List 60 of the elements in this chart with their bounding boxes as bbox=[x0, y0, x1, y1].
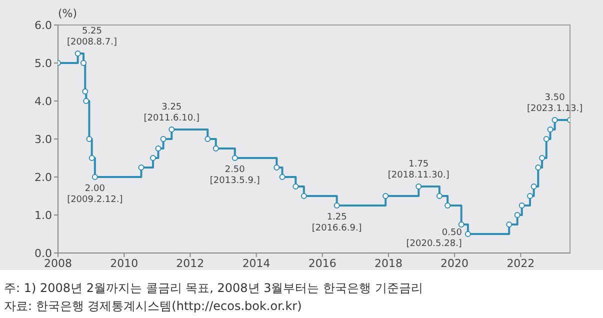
point bbox=[547, 126, 554, 132]
y-tick-label: 3.0 bbox=[34, 132, 52, 146]
annotation: 1.75 [2018.11.30.] bbox=[388, 160, 450, 180]
point bbox=[279, 174, 286, 180]
y-tick-label: 1.0 bbox=[34, 208, 52, 222]
annotation: 3.25 [2011.6.10.] bbox=[144, 102, 200, 124]
point bbox=[82, 88, 88, 94]
point bbox=[232, 155, 238, 161]
point bbox=[530, 184, 537, 190]
y-axis-title: (%) bbox=[58, 7, 78, 20]
annotation: 3.50 [2023.1.13.] bbox=[526, 93, 583, 114]
point bbox=[150, 155, 156, 161]
x-tick-label: 2022 bbox=[506, 256, 535, 270]
x-tick-label: 2020 bbox=[440, 256, 469, 270]
point bbox=[88, 155, 95, 161]
point bbox=[458, 222, 464, 228]
point bbox=[552, 117, 558, 123]
point bbox=[444, 202, 451, 208]
y-tick-label: 2.0 bbox=[34, 170, 52, 184]
point bbox=[535, 164, 542, 170]
point bbox=[160, 136, 166, 142]
point bbox=[274, 164, 280, 170]
annotation: 0.50 [2020.5.28.] bbox=[406, 228, 462, 249]
x-tick-label: 2010 bbox=[110, 256, 138, 270]
text: 주: 1) 2008년 2월까지는 콜금리 목표, 2008년 3월부터는 한국은행 기준금리 bbox=[3, 280, 424, 297]
point bbox=[300, 193, 307, 199]
point bbox=[74, 50, 81, 56]
x-tick-label: 2016 bbox=[308, 256, 336, 270]
point bbox=[92, 174, 98, 180]
x-tick-label: 2014 bbox=[242, 256, 270, 270]
point bbox=[80, 60, 87, 66]
point bbox=[155, 146, 162, 152]
x-tick-label: 2012 bbox=[176, 256, 204, 270]
point bbox=[382, 193, 389, 199]
text: 자료: 한국은행 경제통계시스템(http://ecos.bok.or.kr) bbox=[3, 298, 303, 315]
point bbox=[543, 136, 550, 142]
point bbox=[212, 146, 219, 152]
point bbox=[506, 222, 512, 228]
y-tick-label: 6.0 bbox=[34, 18, 52, 32]
annotation: 2.00 [2009.2.12.] bbox=[67, 184, 123, 205]
point bbox=[518, 202, 525, 208]
point bbox=[86, 136, 92, 142]
point bbox=[527, 193, 534, 199]
y-tick-label: 5.0 bbox=[34, 56, 52, 70]
point bbox=[436, 193, 442, 199]
point bbox=[204, 136, 211, 142]
point bbox=[334, 202, 340, 208]
point bbox=[292, 184, 299, 190]
point bbox=[464, 231, 471, 237]
y-tick-label: 4.0 bbox=[34, 94, 52, 108]
point bbox=[168, 126, 175, 132]
point bbox=[539, 155, 546, 161]
x-tick-label: 2018 bbox=[374, 256, 403, 270]
point bbox=[138, 164, 144, 170]
point bbox=[83, 98, 90, 104]
point bbox=[514, 212, 520, 218]
annotation: 5.25 [2008.8.7.] bbox=[67, 26, 117, 48]
annotation: 1.25 [2016.6.9.] bbox=[312, 212, 362, 234]
point bbox=[416, 184, 422, 190]
annotation: 2.50 [2013.5.9.] bbox=[210, 165, 260, 186]
